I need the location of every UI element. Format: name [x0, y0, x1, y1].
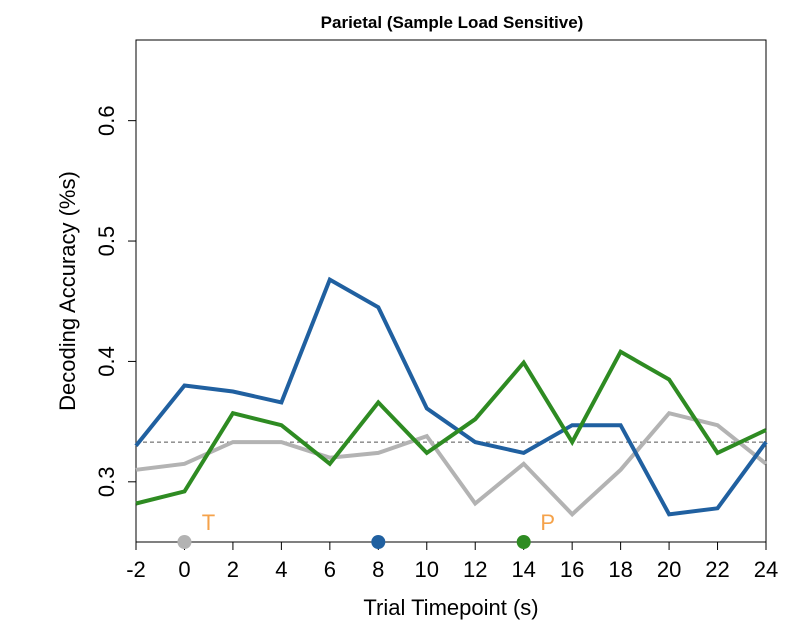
x-tick-label: 0	[178, 557, 190, 582]
event-marker-2	[371, 535, 386, 549]
x-tick-label: 6	[324, 557, 336, 582]
series-line-1	[135, 410, 768, 518]
event-marker-label: T	[202, 510, 215, 535]
x-axis: -2 0 2 4 6 8 10 12 14 16 18 20 22 24	[126, 542, 778, 582]
event-marker-label: P	[540, 510, 555, 535]
x-tick-label: 12	[463, 557, 487, 582]
x-tick-label: 22	[705, 557, 729, 582]
x-axis-label: Trial Timepoint (s)	[363, 595, 538, 620]
y-tick-label: 0.5	[94, 226, 119, 257]
y-tick-label: 0.6	[94, 105, 119, 136]
event-marker-1	[177, 535, 192, 549]
x-tick-label: 14	[511, 557, 535, 582]
y-tick-label: 0.3	[94, 467, 119, 498]
x-tick-label: 2	[227, 557, 239, 582]
x-tick-label: 4	[275, 557, 287, 582]
x-tick-label: 18	[608, 557, 632, 582]
x-tick-label: 20	[657, 557, 681, 582]
chart-title: Parietal (Sample Load Sensitive)	[321, 13, 584, 32]
y-axis-label: Decoding Accuracy (%s)	[55, 171, 80, 411]
x-tick-label: 10	[415, 557, 439, 582]
event-marker-3	[516, 535, 531, 549]
x-tick-label: -2	[126, 557, 146, 582]
x-tick-label: 8	[372, 557, 384, 582]
series-line-2	[134, 276, 768, 517]
plot-frame	[135, 39, 767, 543]
y-axis: 0.3 0.4 0.5 0.6	[94, 105, 136, 497]
x-tick-label: 16	[560, 557, 584, 582]
series-layer	[134, 276, 768, 518]
series-line-3	[135, 349, 767, 506]
x-tick-label: 24	[754, 557, 778, 582]
y-tick-label: 0.4	[94, 346, 119, 377]
